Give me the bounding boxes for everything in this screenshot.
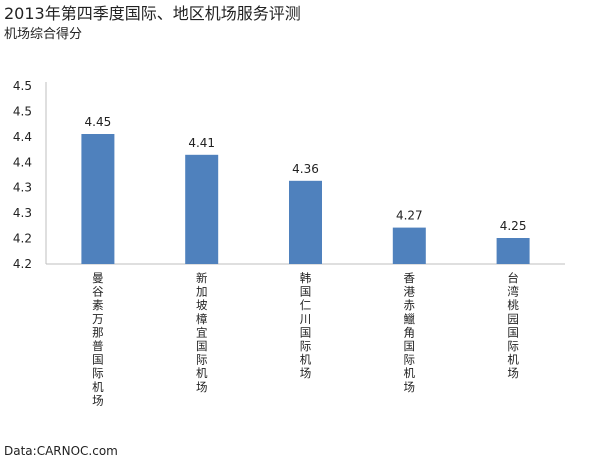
y-tick-label: 4.4 (13, 130, 32, 144)
y-tick-label: 4.5 (13, 79, 32, 93)
data-label: 4.45 (85, 115, 112, 129)
y-tick-label: 4.2 (13, 232, 32, 246)
data-label: 4.36 (292, 162, 319, 176)
category-labels-group: 曼谷素万那普国际机场 新加坡樟宜国际机场 韩国仁川国际机场 香港赤鱲角国际机场 台湾桃园… (92, 271, 519, 407)
y-tick-label: 4.5 (13, 104, 32, 118)
bar (185, 154, 219, 264)
data-label: 4.27 (396, 209, 423, 223)
chart-title: 2013年第四季度国际、地区机场服务评测 (4, 4, 301, 23)
y-tick-label: 4.3 (13, 206, 32, 220)
data-labels-group: 4.45 4.41 4.36 4.27 4.25 (85, 115, 527, 233)
chart-subtitle: 机场综合得分 (4, 27, 83, 42)
y-tick-label: 4.3 (13, 181, 32, 195)
data-source: Data:CARNOC.com (4, 444, 118, 458)
bar (81, 134, 115, 264)
data-label: 4.25 (500, 219, 527, 233)
bar (496, 238, 530, 264)
data-label: 4.41 (188, 136, 215, 150)
category-label: 台湾桃园国际机场 (507, 271, 519, 380)
y-tick-label: 4.2 (13, 257, 32, 271)
bars-group (81, 134, 530, 264)
category-label: 新加坡樟宜国际机场 (196, 271, 208, 394)
category-label: 香港赤鱲角国际机场 (404, 271, 416, 394)
y-tick-label: 4.4 (13, 155, 32, 169)
category-label: 韩国仁川国际机场 (300, 271, 312, 380)
bar (392, 227, 426, 264)
category-label: 曼谷素万那普国际机场 (92, 271, 104, 407)
bar (289, 180, 322, 264)
y-axis-ticks: 4.2 4.2 4.3 4.3 4.4 4.4 4.5 4.5 (13, 79, 32, 271)
